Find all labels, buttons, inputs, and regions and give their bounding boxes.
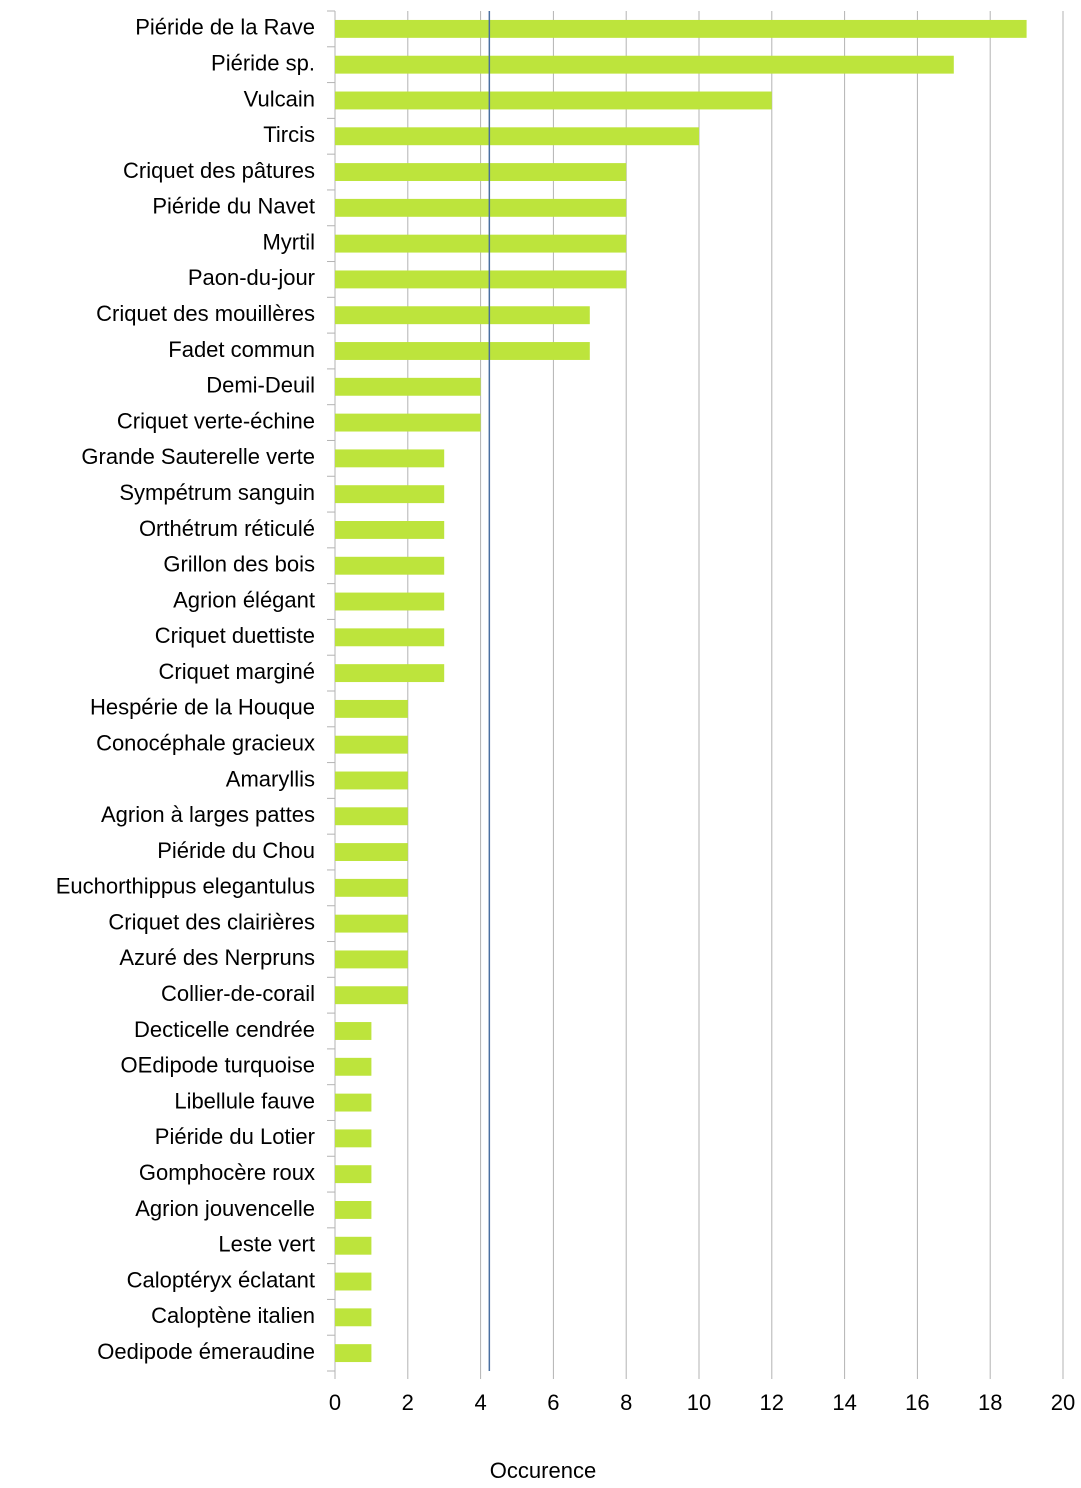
bar bbox=[335, 270, 627, 289]
y-tick-label: Criquet verte-échine bbox=[117, 408, 315, 433]
x-tick-label: 6 bbox=[547, 1390, 559, 1415]
y-tick-label: Agrion jouvencelle bbox=[135, 1196, 315, 1221]
y-tick-label: Gomphocère roux bbox=[139, 1160, 315, 1185]
bar bbox=[335, 878, 408, 897]
x-tick-label: 12 bbox=[760, 1390, 784, 1415]
y-tick-label: Criquet marginé bbox=[158, 659, 315, 684]
bar bbox=[335, 735, 408, 754]
y-tick-label: Piéride sp. bbox=[211, 50, 315, 75]
bar bbox=[335, 986, 408, 1005]
bar bbox=[335, 1201, 372, 1219]
x-tick-label: 2 bbox=[402, 1390, 414, 1415]
bar bbox=[335, 1057, 372, 1076]
bar bbox=[335, 449, 445, 468]
bar bbox=[335, 914, 408, 933]
bar bbox=[335, 1022, 372, 1040]
y-tick-label: Tircis bbox=[263, 122, 315, 147]
bar bbox=[335, 19, 1027, 38]
y-tick-label: Criquet des pâtures bbox=[123, 158, 315, 183]
y-tick-label: Agrion à larges pattes bbox=[101, 802, 315, 827]
y-tick-label: Amaryllis bbox=[226, 766, 315, 791]
y-tick-label: Grande Sauterelle verte bbox=[81, 444, 315, 469]
bar bbox=[335, 771, 408, 790]
y-tick-label: Hespérie de la Houque bbox=[90, 695, 315, 720]
bar bbox=[335, 950, 408, 969]
bar bbox=[335, 807, 408, 826]
bar bbox=[335, 127, 699, 146]
bar bbox=[335, 163, 627, 181]
bar bbox=[335, 1129, 372, 1148]
x-tick-label: 8 bbox=[620, 1390, 632, 1415]
bar bbox=[335, 198, 627, 217]
y-tick-label: Piéride du Navet bbox=[152, 194, 315, 219]
bar bbox=[335, 342, 590, 360]
bar bbox=[335, 306, 590, 325]
y-tick-label: Azuré des Nerpruns bbox=[119, 945, 315, 970]
y-tick-label: Criquet des clairières bbox=[108, 909, 315, 934]
bar bbox=[335, 1165, 372, 1184]
y-tick-label: Sympétrum sanguin bbox=[119, 480, 315, 505]
y-tick-label: Caloptéryx éclatant bbox=[127, 1267, 315, 1292]
bar bbox=[335, 485, 445, 504]
y-tick-label: Caloptène italien bbox=[151, 1303, 315, 1328]
bar bbox=[335, 1272, 372, 1291]
x-tick-label: 4 bbox=[474, 1390, 486, 1415]
y-tick-label: Libellule fauve bbox=[174, 1088, 315, 1113]
bar bbox=[335, 521, 445, 539]
bar bbox=[335, 843, 408, 861]
y-tick-label: Collier-de-corail bbox=[161, 981, 315, 1006]
bar bbox=[335, 1093, 372, 1112]
x-tick-label: 10 bbox=[687, 1390, 711, 1415]
x-tick-label: 16 bbox=[905, 1390, 929, 1415]
y-tick-label: Decticelle cendrée bbox=[134, 1017, 315, 1042]
y-tick-label: Paon-du-jour bbox=[188, 265, 315, 290]
x-tick-label: 18 bbox=[978, 1390, 1002, 1415]
y-tick-label: Fadet commun bbox=[168, 337, 315, 362]
bar bbox=[335, 1308, 372, 1327]
y-tick-label: Criquet duettiste bbox=[155, 623, 315, 648]
y-tick-label: OEdipode turquoise bbox=[121, 1053, 315, 1078]
y-tick-label: Demi-Deuil bbox=[206, 373, 315, 398]
y-tick-label: Agrion élégant bbox=[173, 587, 315, 612]
y-tick-label: Grillon des bois bbox=[163, 552, 315, 577]
y-tick-label: Piéride du Chou bbox=[157, 838, 315, 863]
y-tick-label: Vulcain bbox=[244, 86, 315, 111]
y-tick-label: Criquet des mouillères bbox=[96, 301, 315, 326]
y-tick-label: Orthétrum réticulé bbox=[139, 516, 315, 541]
bar bbox=[335, 234, 627, 253]
bar bbox=[335, 556, 445, 575]
y-tick-label: Oedipode émeraudine bbox=[97, 1339, 315, 1364]
bar bbox=[335, 664, 445, 683]
y-tick-label: Conocéphale gracieux bbox=[96, 730, 315, 755]
y-tick-label: Myrtil bbox=[262, 229, 315, 254]
bar bbox=[335, 628, 445, 647]
bar bbox=[335, 1236, 372, 1255]
x-axis-label: Occurence bbox=[490, 1458, 596, 1483]
bar bbox=[335, 1344, 372, 1363]
x-tick-label: 0 bbox=[329, 1390, 341, 1415]
x-tick-label: 20 bbox=[1051, 1390, 1075, 1415]
bar bbox=[335, 592, 445, 611]
y-tick-label: Piéride du Lotier bbox=[155, 1124, 315, 1149]
y-tick-label: Piéride de la Rave bbox=[135, 15, 315, 40]
y-tick-label: Leste vert bbox=[218, 1232, 315, 1257]
bar bbox=[335, 699, 408, 718]
x-tick-label: 14 bbox=[832, 1390, 856, 1415]
y-tick-label: Euchorthippus elegantulus bbox=[56, 874, 315, 899]
bar bbox=[335, 413, 481, 432]
bar bbox=[335, 91, 772, 110]
bar bbox=[335, 377, 481, 396]
bar bbox=[335, 55, 954, 74]
